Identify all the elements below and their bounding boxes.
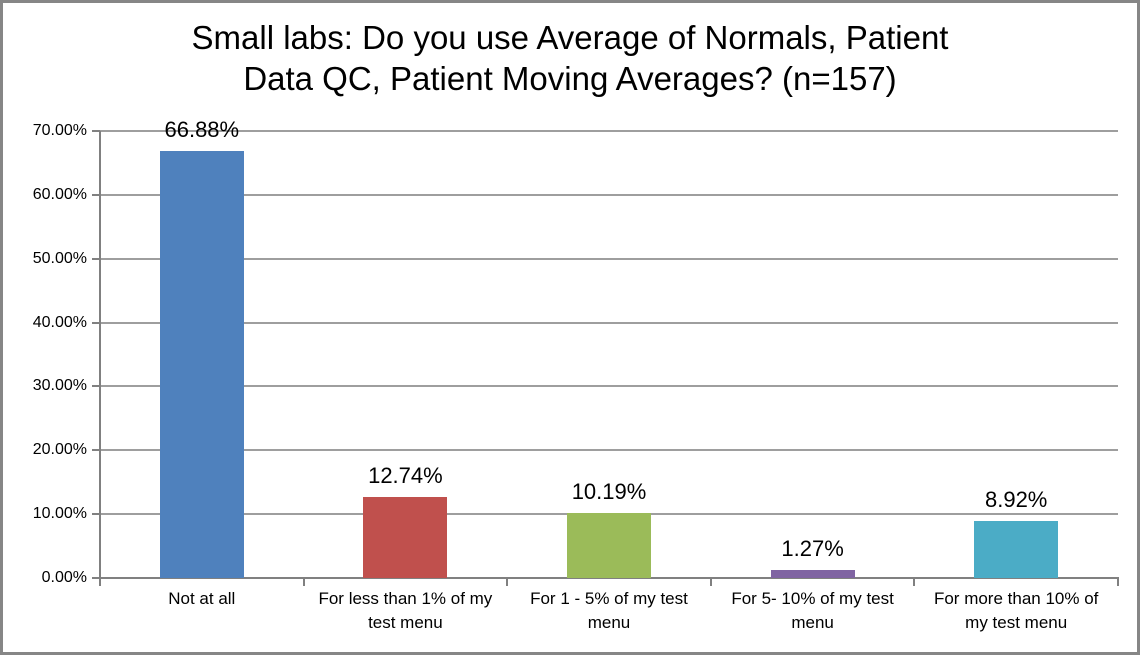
- x-axis-category-label-1: Not at all: [168, 589, 236, 608]
- y-axis-tick-label: 20.00%: [32, 441, 87, 459]
- y-axis-tick-label: 60.00%: [32, 185, 87, 203]
- y-axis-tick: [92, 449, 100, 452]
- x-axis-line: [99, 577, 1119, 579]
- y-axis-line: [99, 131, 101, 578]
- data-label-2: 12.74%: [368, 462, 443, 488]
- chart-title-line-2: Data QC, Patient Moving Averages? (n=157…: [243, 60, 897, 97]
- y-axis-tick: [92, 193, 100, 196]
- x-axis-tick: [506, 578, 509, 586]
- bar-3: [567, 512, 651, 578]
- x-axis-tick: [99, 578, 101, 586]
- y-axis-tick-label: 0.00%: [41, 569, 87, 586]
- x-axis-tick: [913, 578, 916, 586]
- gridline: [100, 321, 1118, 324]
- x-axis-tick: [709, 578, 712, 586]
- bar-5: [974, 521, 1059, 578]
- y-axis-tick: [92, 321, 100, 324]
- y-axis-tick: [92, 385, 100, 388]
- gridline: [100, 193, 1118, 196]
- data-label-3: 10.19%: [571, 478, 647, 504]
- y-axis-tick-label: 70.00%: [32, 122, 87, 139]
- x-axis-tick: [1117, 578, 1119, 586]
- y-axis-tick: [92, 130, 100, 132]
- x-axis-category-label-2: For less than 1% of my test menu: [318, 589, 493, 632]
- y-axis-tick-label: 50.00%: [32, 249, 87, 267]
- gridline: [100, 257, 1118, 260]
- data-label-5: 8.92%: [984, 487, 1048, 513]
- y-axis-tick: [92, 257, 100, 260]
- chart-title: Small labs: Do you use Average of Normal…: [3, 17, 1137, 99]
- gridline: [100, 130, 1118, 132]
- data-label-1: 66.88%: [164, 116, 240, 142]
- bar-2: [363, 496, 448, 578]
- gridline: [100, 449, 1118, 452]
- data-label-4: 1.27%: [781, 535, 844, 561]
- y-axis-tick: [92, 513, 100, 516]
- chart-title-line-1: Small labs: Do you use Average of Normal…: [191, 19, 949, 56]
- gridline: [100, 385, 1118, 388]
- bar-4: [770, 569, 855, 578]
- y-axis-tick-label: 40.00%: [32, 313, 87, 331]
- x-axis-category-label-3: For 1 - 5% of my test menu: [530, 589, 688, 632]
- x-axis-category-label-5: For more than 10% of my test menu: [933, 589, 1099, 632]
- y-axis-tick: [92, 577, 100, 579]
- y-axis-tick-label: 30.00%: [32, 377, 87, 395]
- x-axis-category-label-4: For 5- 10% of my test menu: [731, 589, 894, 632]
- y-axis-tick-label: 10.00%: [32, 505, 87, 523]
- bar-1: [159, 150, 244, 578]
- x-axis-tick: [302, 578, 305, 586]
